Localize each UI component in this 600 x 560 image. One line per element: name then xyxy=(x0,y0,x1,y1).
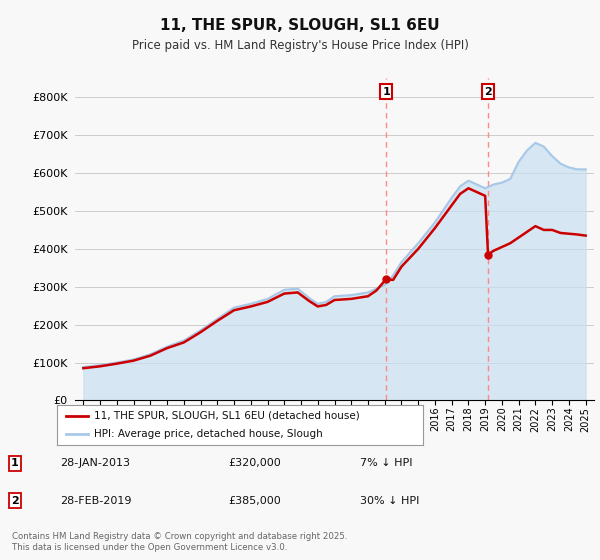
Text: Price paid vs. HM Land Registry's House Price Index (HPI): Price paid vs. HM Land Registry's House … xyxy=(131,39,469,53)
Text: HPI: Average price, detached house, Slough: HPI: Average price, detached house, Slou… xyxy=(94,430,322,439)
Text: 1: 1 xyxy=(382,87,390,97)
Text: Contains HM Land Registry data © Crown copyright and database right 2025.
This d: Contains HM Land Registry data © Crown c… xyxy=(12,531,347,553)
Text: 30% ↓ HPI: 30% ↓ HPI xyxy=(360,496,419,506)
Text: 1: 1 xyxy=(11,458,19,468)
Text: £385,000: £385,000 xyxy=(228,496,281,506)
Text: 28-JAN-2013: 28-JAN-2013 xyxy=(60,458,130,468)
Text: 2: 2 xyxy=(484,87,492,97)
Text: 11, THE SPUR, SLOUGH, SL1 6EU: 11, THE SPUR, SLOUGH, SL1 6EU xyxy=(160,18,440,33)
Text: 2: 2 xyxy=(11,496,19,506)
Text: 28-FEB-2019: 28-FEB-2019 xyxy=(60,496,131,506)
Text: 11, THE SPUR, SLOUGH, SL1 6EU (detached house): 11, THE SPUR, SLOUGH, SL1 6EU (detached … xyxy=(94,411,359,421)
Text: £320,000: £320,000 xyxy=(228,458,281,468)
Text: 7% ↓ HPI: 7% ↓ HPI xyxy=(360,458,413,468)
